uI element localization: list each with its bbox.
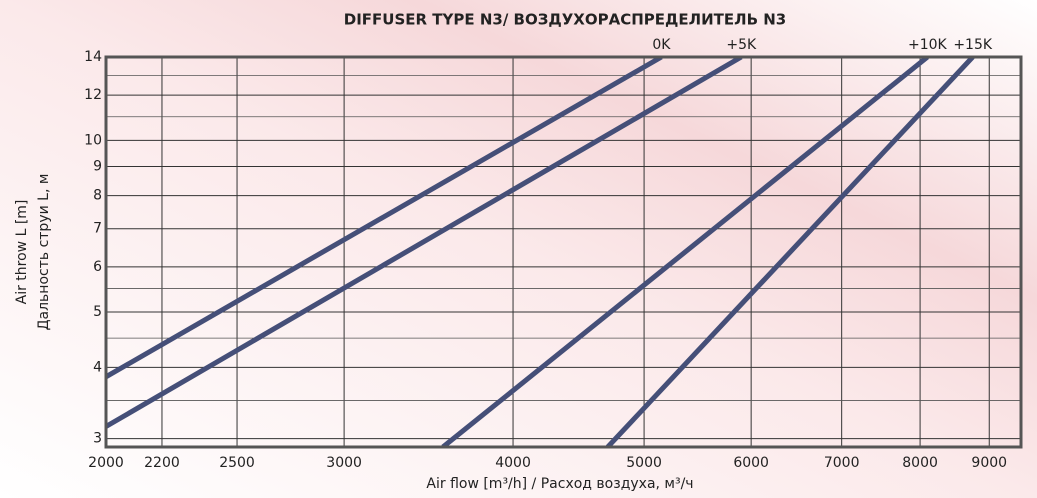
x-tick-label: 5000 bbox=[626, 455, 662, 471]
y-tick-label: 10 bbox=[84, 132, 102, 148]
y-axis-label: Air throw L [m] bbox=[14, 200, 30, 305]
series-label: +5K bbox=[726, 37, 757, 53]
y-tick-label: 9 bbox=[93, 158, 102, 174]
x-tick-label: 2500 bbox=[219, 455, 255, 471]
x-tick-label: 4000 bbox=[495, 455, 531, 471]
x-tick-label: 7000 bbox=[824, 455, 860, 471]
x-tick-label: 2200 bbox=[144, 455, 180, 471]
y-tick-label: 8 bbox=[93, 188, 102, 204]
y-tick-label: 7 bbox=[93, 221, 102, 237]
x-axis-label: Air flow [m³/h] / Расход воздуха, м³/ч bbox=[426, 476, 693, 492]
x-tick-label: 6000 bbox=[733, 455, 769, 471]
series-label: +15K bbox=[953, 37, 993, 53]
y-axis-label: Дальность струи L, м bbox=[36, 174, 52, 331]
y-tick-label: 14 bbox=[84, 49, 102, 65]
x-tick-label: 2000 bbox=[88, 455, 124, 471]
y-tick-label: 3 bbox=[93, 431, 102, 447]
series-line bbox=[106, 57, 663, 379]
y-tick-label: 5 bbox=[93, 304, 102, 320]
x-tick-label: 9000 bbox=[971, 455, 1007, 471]
y-tick-label: 4 bbox=[93, 359, 102, 375]
plot-frame bbox=[104, 55, 1023, 449]
series-line bbox=[441, 57, 929, 447]
series-line bbox=[106, 57, 743, 429]
series-line bbox=[605, 57, 975, 447]
x-tick-label: 8000 bbox=[902, 455, 938, 471]
series-label: 0K bbox=[652, 37, 671, 53]
y-tick-label: 6 bbox=[93, 259, 102, 275]
x-tick-label: 3000 bbox=[326, 455, 362, 471]
chart-title: DIFFUSER TYPE N3/ ВОЗДУХОРАСПРЕДЕЛИТЕЛЬ … bbox=[344, 11, 786, 29]
series-label: +10K bbox=[908, 37, 948, 53]
y-tick-label: 12 bbox=[84, 87, 102, 103]
